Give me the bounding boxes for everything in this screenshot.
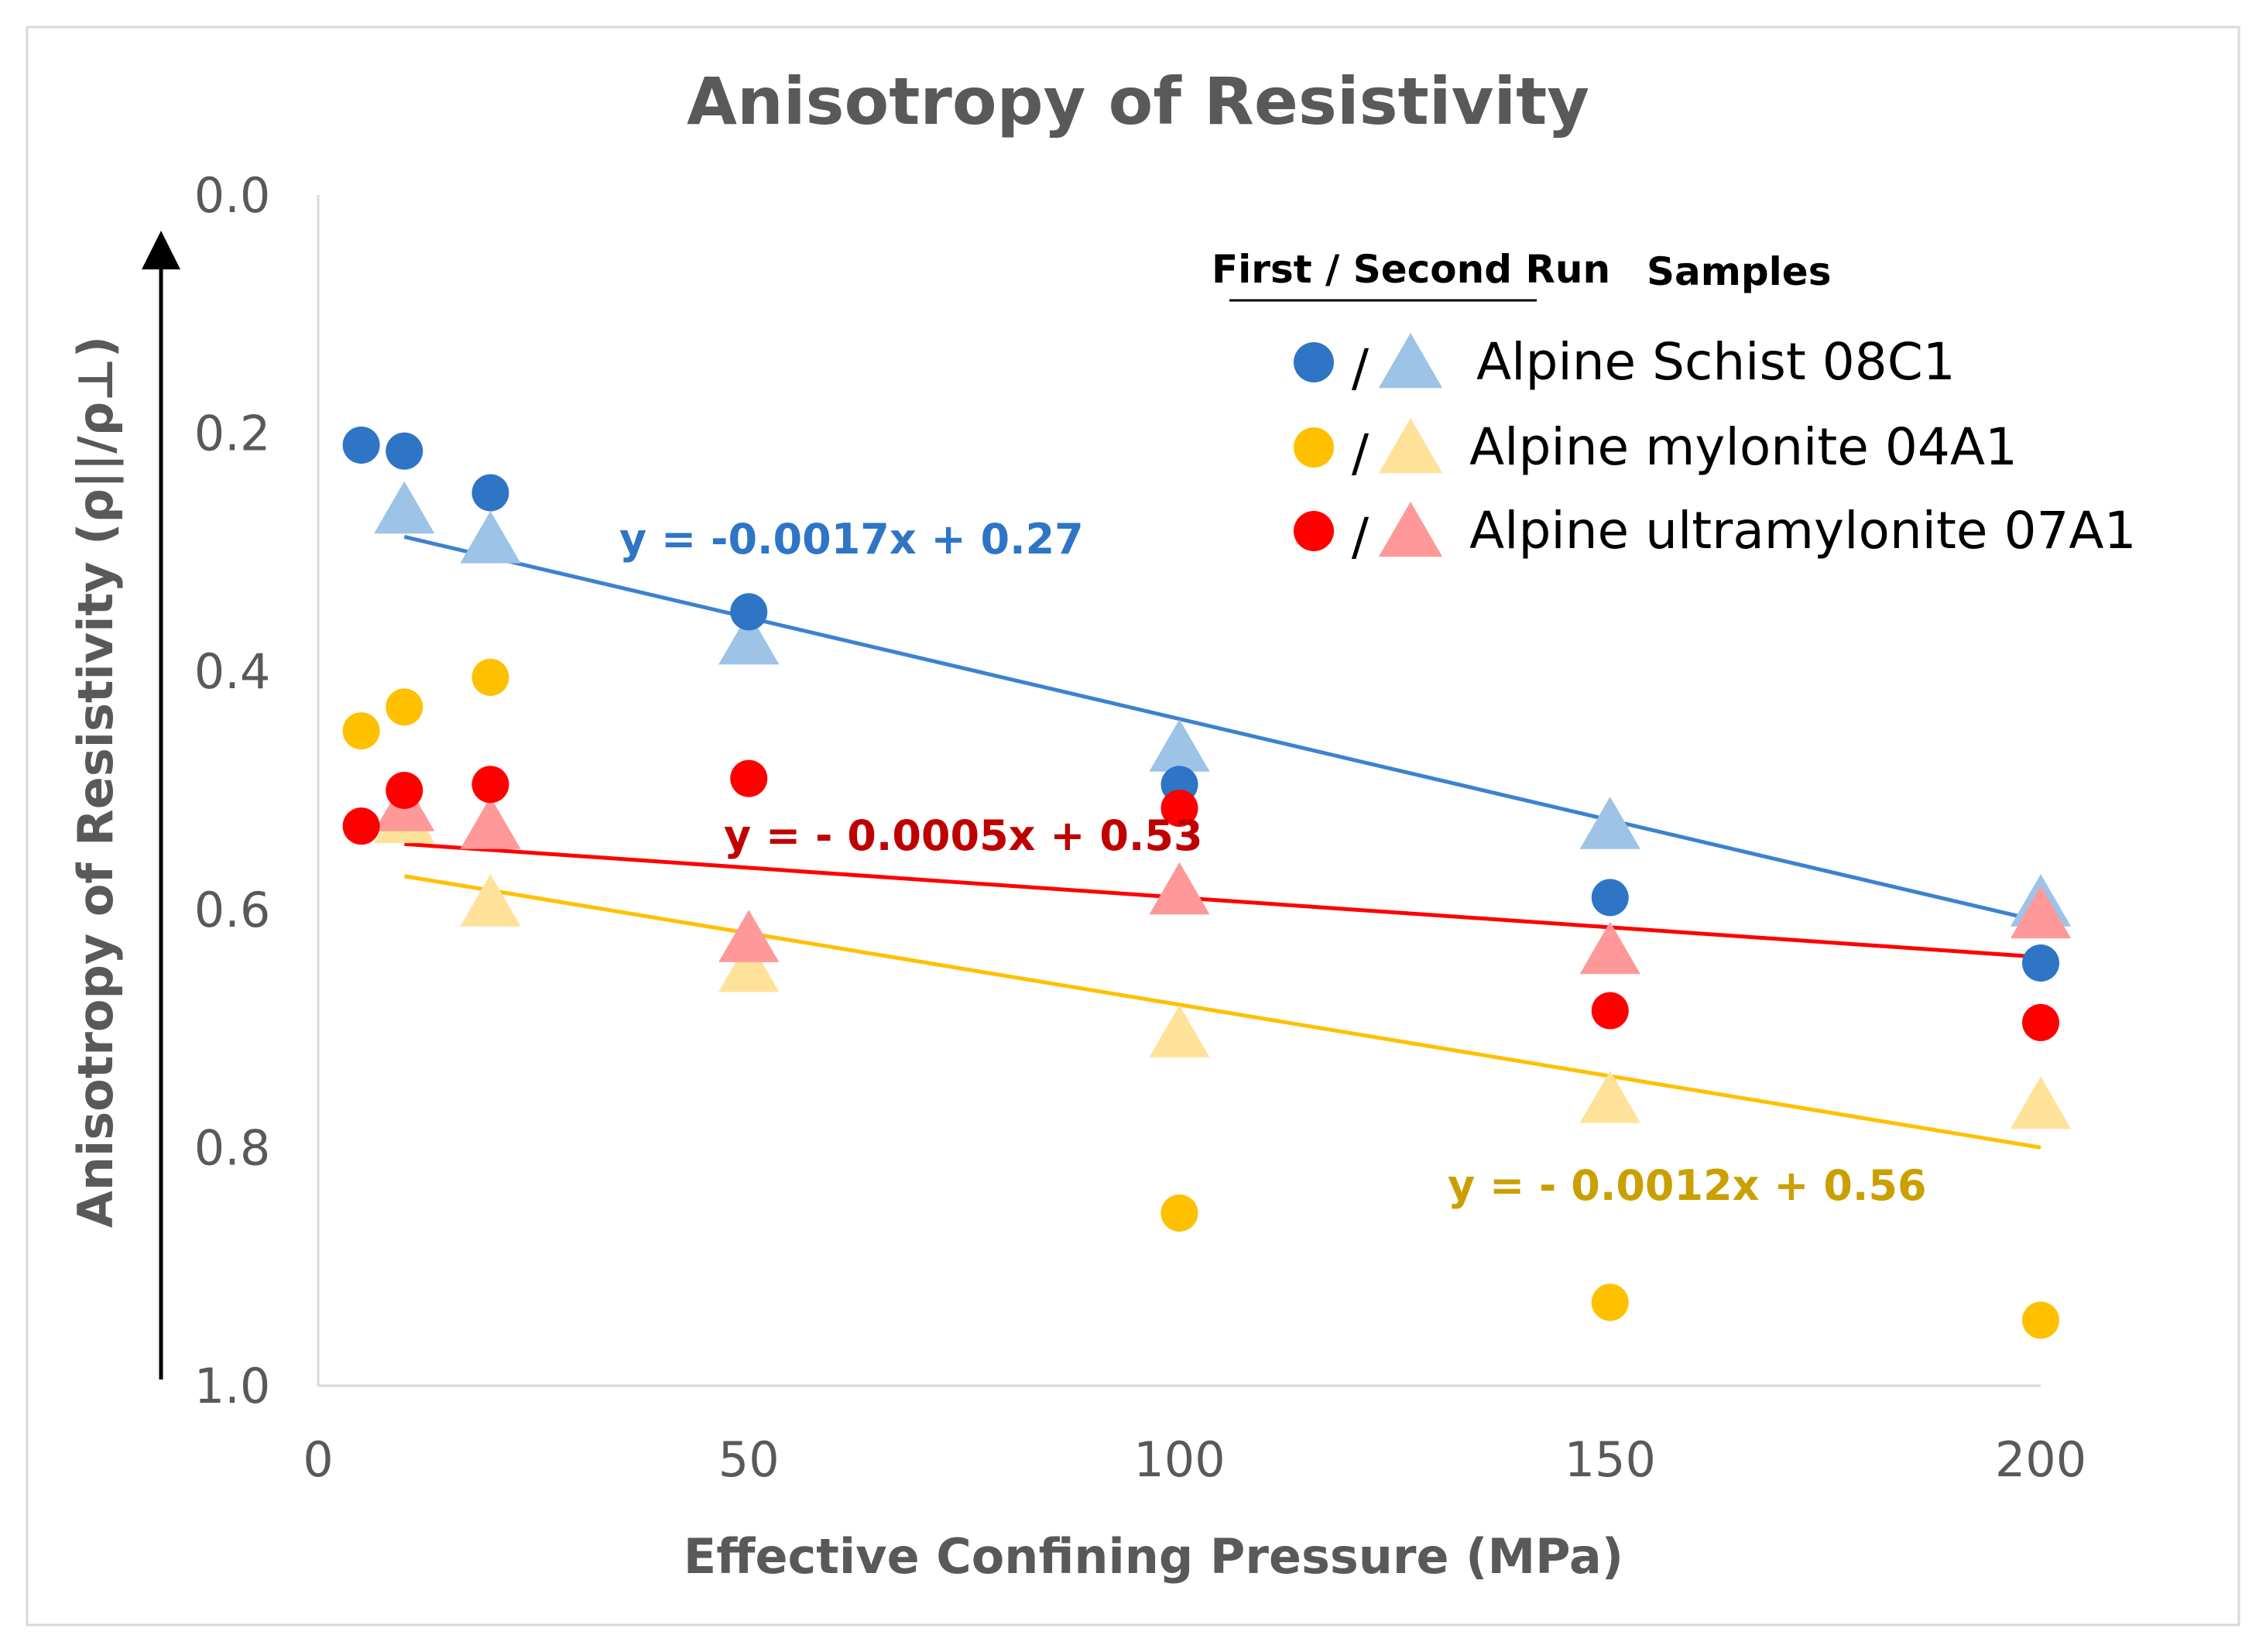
y-direction-arrow-head [142,231,180,269]
legend-second-run-marker [1378,333,1443,389]
legend-label: Alpine ultramylonite 07A1 [1469,501,2137,560]
first-run-point-1-5 [2022,1301,2059,1339]
second-run-point-0-4 [1579,797,1640,849]
first-run-point-1-0 [342,712,380,750]
trendline-equation-mylonite: y = - 0.0012x + 0.56 [1448,1161,1927,1210]
first-run-point-2-6 [2022,1003,2059,1041]
first-run-point-0-1 [386,432,423,470]
legend-label: Alpine Schist 08C1 [1476,332,1956,392]
x-tick-label: 150 [1565,1431,1656,1488]
y-tick-labels: 0.0 0.2 0.4 0.6 0.8 1.0 [194,167,271,1414]
second-run-point-0-3 [1149,719,1210,772]
first-run-point-1-4 [1591,1284,1629,1321]
second-run-point-1-1 [460,874,521,927]
first-run-point-0-3 [730,593,768,631]
x-axis-title: Effective Confining Pressure (MPa) [684,1528,1623,1585]
first-run-point-2-2 [471,766,509,804]
second-run-point-2-2 [718,910,780,962]
first-run-point-2-1 [386,772,423,809]
legend-separator: / [1352,507,1370,567]
y-tick-label: 0.0 [194,167,271,224]
second-run-point-1-4 [1579,1070,1640,1123]
chart-title: Anisotropy of Resistivity [687,63,1589,139]
second-run-point-0-0 [374,481,435,534]
x-tick-label: 50 [718,1431,780,1488]
second-run-point-1-3 [1149,1005,1210,1057]
second-run-point-2-5 [2010,886,2072,939]
legend-first-run-marker [1294,342,1334,382]
y-tick-label: 1.0 [194,1358,271,1414]
second-run-point-0-2 [718,612,780,665]
first-run-point-2-3 [730,759,768,797]
trendline-equation-ultramylonite: y = - 0.0005x + 0.53 [724,811,1203,860]
legend-first-run-marker [1294,511,1334,551]
first-run-point-0-0 [342,426,380,464]
second-run-point-2-4 [1579,921,1640,975]
legend-second-run-marker [1378,418,1443,474]
second-run-point-1-5 [2010,1076,2072,1129]
trendline-1 [403,874,2041,1150]
first-run-point-0-6 [2022,944,2059,982]
legend: First / Second Run Samples / Alpine Schis… [1212,247,2137,567]
y-axis-title: Anisotropy of Resistivity (ρ||/ρ⊥) [67,336,125,1228]
second-run-point-1-2 [718,939,780,992]
legend-second-run-marker [1378,502,1443,557]
first-run-point-1-1 [386,688,423,726]
second-run-point-2-1 [460,797,521,849]
y-tick-label: 0.2 [194,406,271,462]
data-points [342,426,2072,1339]
first-run-point-2-5 [1591,992,1629,1030]
y-tick-label: 0.4 [194,643,271,700]
first-run-point-2-4 [1160,790,1198,828]
second-run-point-2-3 [1149,862,1210,915]
x-tick-label: 200 [1995,1431,2086,1488]
trendline-equation-schist: y = -0.0017x + 0.27 [619,515,1084,564]
y-tick-label: 0.8 [194,1119,271,1176]
trendline-2 [404,841,2041,959]
legend-header-samples: Samples [1647,249,1831,294]
first-run-point-2-0 [342,807,380,845]
legend-first-run-marker [1294,427,1334,468]
x-tick-label: 0 [303,1431,333,1488]
y-tick-label: 0.6 [194,882,271,938]
second-run-point-0-1 [460,511,521,564]
legend-separator: / [1352,338,1370,398]
first-run-point-1-3 [1160,1194,1198,1232]
trendline-0 [403,534,2041,924]
legend-header-runs: First / Second Run [1212,247,1610,292]
legend-separator: / [1352,423,1370,483]
first-run-point-0-2 [471,474,509,512]
legend-label: Alpine mylonite 04A1 [1469,417,2017,477]
trendlines [403,534,2041,1150]
first-run-point-1-2 [471,658,509,696]
first-run-point-0-5 [1591,879,1629,917]
x-tick-labels: 0 50 100 150 200 [303,1431,2086,1488]
x-tick-label: 100 [1133,1431,1225,1488]
